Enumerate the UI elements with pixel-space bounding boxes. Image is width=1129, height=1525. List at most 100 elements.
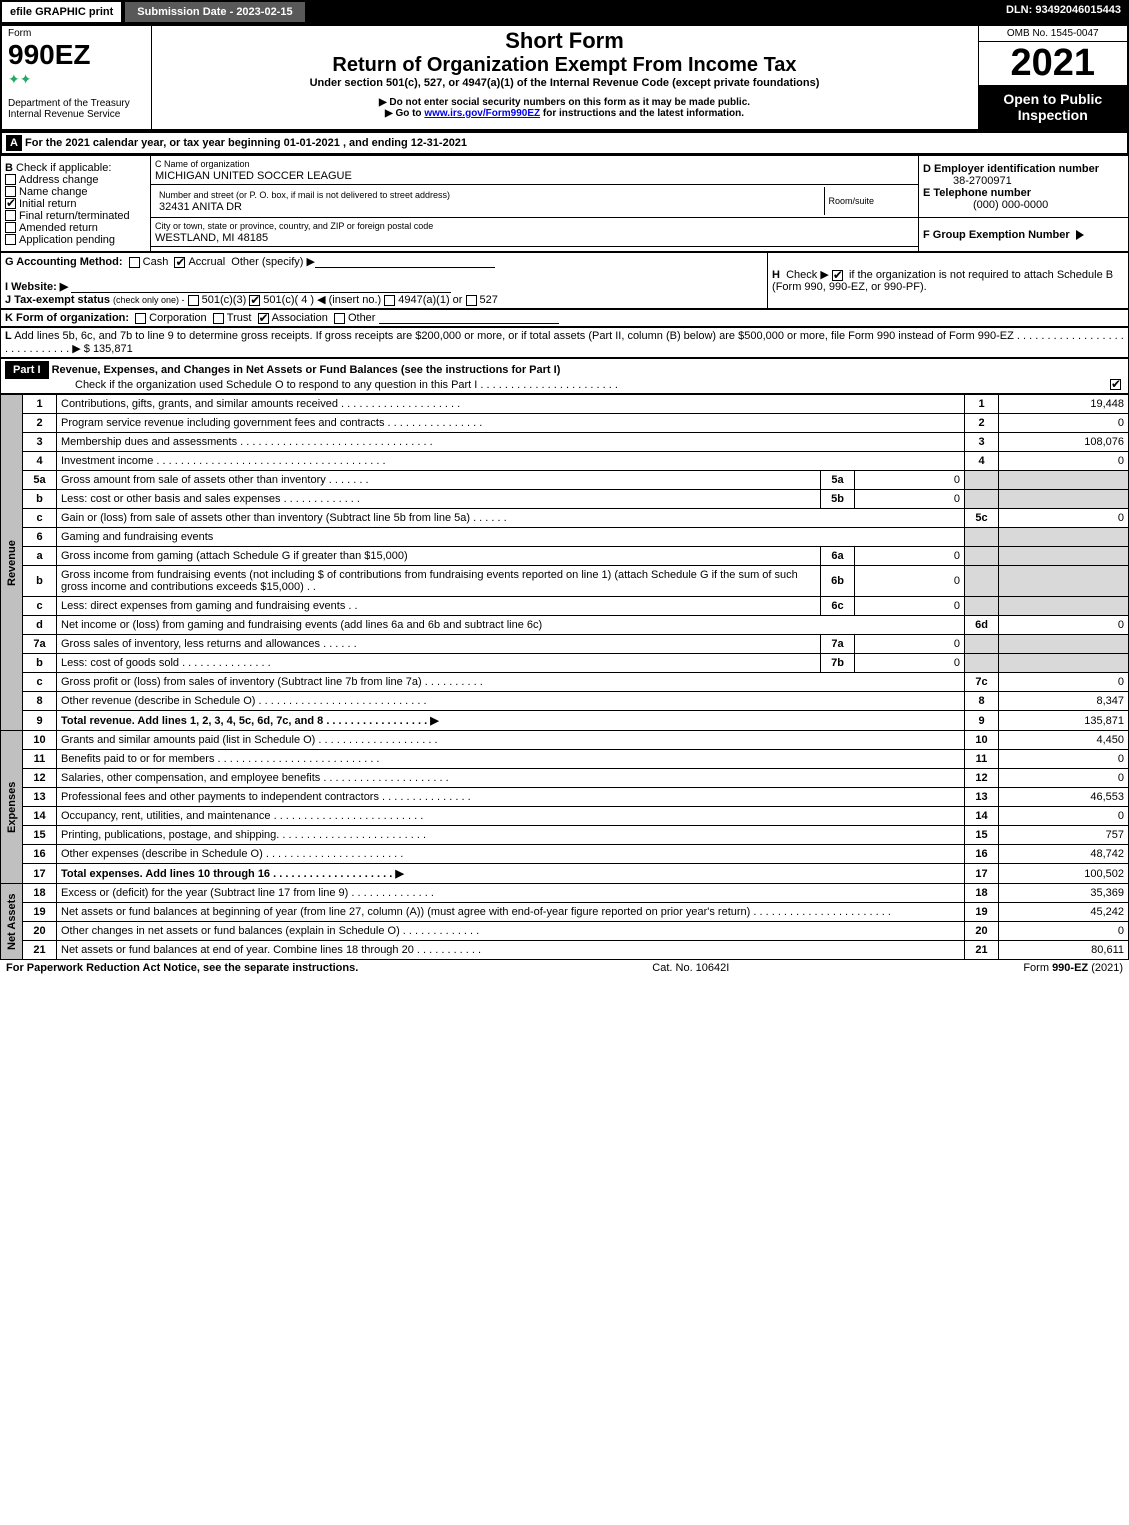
line9-value: 135,871 bbox=[999, 711, 1129, 731]
other-specify-input[interactable] bbox=[315, 256, 495, 268]
check-other-org[interactable] bbox=[334, 313, 345, 324]
line21-value: 80,611 bbox=[999, 941, 1129, 960]
side-expenses: Expenses bbox=[1, 731, 23, 884]
section-b-label: Check if applicable: bbox=[16, 162, 111, 174]
check-cash[interactable] bbox=[129, 257, 140, 268]
line18-value: 35,369 bbox=[999, 884, 1129, 903]
tax-year: 2021 bbox=[979, 42, 1128, 85]
section-d-e: D Employer identification number 38-2700… bbox=[919, 156, 1129, 218]
side-revenue: Revenue bbox=[1, 395, 23, 731]
line7c-value: 0 bbox=[999, 673, 1129, 692]
footer-right: Form 990-EZ (2021) bbox=[1023, 962, 1123, 974]
check-pending[interactable] bbox=[5, 234, 16, 245]
line19-value: 45,242 bbox=[999, 903, 1129, 922]
line11-value: 0 bbox=[999, 750, 1129, 769]
check-4947[interactable] bbox=[384, 295, 395, 306]
check-amended[interactable] bbox=[5, 222, 16, 233]
section-g: G Accounting Method: Cash Accrual Other … bbox=[1, 253, 768, 309]
line10-value: 4,450 bbox=[999, 731, 1129, 750]
page-footer: For Paperwork Reduction Act Notice, see … bbox=[0, 960, 1129, 976]
section-e-label: E Telephone number bbox=[923, 187, 1031, 199]
check-address-change[interactable] bbox=[5, 174, 16, 185]
website-input[interactable] bbox=[71, 281, 451, 293]
section-l-text: Add lines 5b, 6c, and 7b to line 9 to de… bbox=[5, 330, 1124, 355]
org-info-block: B Check if applicable: Address change Na… bbox=[0, 155, 1129, 252]
check-501c3[interactable] bbox=[188, 295, 199, 306]
irs-link[interactable]: www.irs.gov/Form990EZ bbox=[424, 108, 540, 119]
line3-value: 108,076 bbox=[999, 433, 1129, 452]
note-link: ▶ Go to www.irs.gov/Form990EZ for instru… bbox=[158, 108, 972, 119]
section-b: B Check if applicable: Address change Na… bbox=[1, 156, 151, 252]
letter-a: A bbox=[6, 135, 22, 151]
ghij-block: G Accounting Method: Cash Accrual Other … bbox=[0, 252, 1129, 309]
dln-label: DLN: 93492046015443 bbox=[998, 0, 1129, 24]
check-initial-return[interactable] bbox=[5, 198, 16, 209]
check-trust[interactable] bbox=[213, 313, 224, 324]
section-f: F Group Exemption Number bbox=[919, 218, 1129, 252]
line6c-value: 0 bbox=[855, 597, 965, 616]
check-corp[interactable] bbox=[135, 313, 146, 324]
check-527[interactable] bbox=[466, 295, 477, 306]
line12-value: 0 bbox=[999, 769, 1129, 788]
footer-catno: Cat. No. 10642I bbox=[652, 962, 729, 974]
check-assoc[interactable] bbox=[258, 313, 269, 324]
letter-b: B bbox=[5, 162, 13, 174]
dept-irs: Internal Revenue Service bbox=[8, 109, 145, 120]
form-label: Form bbox=[8, 28, 145, 39]
note-ssn: ▶ Do not enter social security numbers o… bbox=[158, 97, 972, 108]
section-j-label: J Tax-exempt status bbox=[5, 294, 110, 306]
line15-value: 757 bbox=[999, 826, 1129, 845]
line20-value: 0 bbox=[999, 922, 1129, 941]
check-accrual[interactable] bbox=[174, 257, 185, 268]
line14-value: 0 bbox=[999, 807, 1129, 826]
section-k-label: K Form of organization: bbox=[5, 312, 129, 324]
section-l-amount: $ 135,871 bbox=[84, 343, 133, 355]
part1-title: Revenue, Expenses, and Changes in Net As… bbox=[52, 364, 561, 376]
org-name: MICHIGAN UNITED SOCCER LEAGUE bbox=[155, 170, 352, 182]
line5c-value: 0 bbox=[999, 509, 1129, 528]
subtitle: Under section 501(c), 527, or 4947(a)(1)… bbox=[158, 77, 972, 89]
year-open-cell: 2021 Open to Public Inspection bbox=[978, 42, 1128, 131]
section-h: H Check ▶ if the organization is not req… bbox=[768, 253, 1129, 309]
line5a-value: 0 bbox=[855, 471, 965, 490]
line7b-value: 0 bbox=[855, 654, 965, 673]
footer-left: For Paperwork Reduction Act Notice, see … bbox=[6, 962, 358, 974]
line2-value: 0 bbox=[999, 414, 1129, 433]
dept-treasury: Department of the Treasury bbox=[8, 98, 145, 109]
check-501c[interactable] bbox=[249, 295, 260, 306]
section-l-row: L Add lines 5b, 6c, and 7b to line 9 to … bbox=[0, 327, 1129, 358]
line7a-value: 0 bbox=[855, 635, 965, 654]
check-schedule-o[interactable] bbox=[1110, 379, 1121, 390]
efile-label: efile GRAPHIC print bbox=[0, 0, 123, 24]
line4-value: 0 bbox=[999, 452, 1129, 471]
title-cell: Short Form Return of Organization Exempt… bbox=[151, 25, 978, 130]
omb-cell: OMB No. 1545-0047 bbox=[978, 25, 1128, 42]
check-schedule-b[interactable] bbox=[832, 270, 843, 281]
form-number: 990EZ bbox=[8, 39, 145, 71]
form-header: Form 990EZ ✦✦ Department of the Treasury… bbox=[0, 24, 1129, 131]
line6b-value: 0 bbox=[855, 566, 965, 597]
short-form-title: Short Form bbox=[158, 28, 972, 54]
line5b-value: 0 bbox=[855, 490, 965, 509]
line6a-value: 0 bbox=[855, 547, 965, 566]
line13-value: 46,553 bbox=[999, 788, 1129, 807]
section-k-row: K Form of organization: Corporation Trus… bbox=[0, 309, 1129, 327]
letter-l: L bbox=[5, 330, 12, 342]
main-title: Return of Organization Exempt From Incom… bbox=[158, 54, 972, 77]
line-a-text: For the 2021 calendar year, or tax year … bbox=[25, 137, 467, 149]
open-public: Open to Public Inspection bbox=[979, 85, 1128, 129]
line6d-value: 0 bbox=[999, 616, 1129, 635]
part1-header: Part I Revenue, Expenses, and Changes in… bbox=[0, 358, 1129, 394]
ein-value: 38-2700971 bbox=[953, 175, 1012, 187]
submission-date: Submission Date - 2023-02-15 bbox=[123, 0, 306, 24]
part1-label: Part I bbox=[5, 361, 49, 379]
section-i-label: I Website: ▶ bbox=[5, 281, 68, 293]
section-c-street: Number and street (or P. O. box, if mail… bbox=[151, 185, 919, 218]
line17-value: 100,502 bbox=[999, 864, 1129, 884]
line16-value: 48,742 bbox=[999, 845, 1129, 864]
section-c-name: C Name of organization MICHIGAN UNITED S… bbox=[151, 156, 919, 185]
leaf-icon: ✦✦ bbox=[8, 71, 145, 88]
street-value: 32431 ANITA DR bbox=[159, 201, 242, 213]
line-a-row: A For the 2021 calendar year, or tax yea… bbox=[0, 131, 1129, 155]
check-final-return[interactable] bbox=[5, 210, 16, 221]
